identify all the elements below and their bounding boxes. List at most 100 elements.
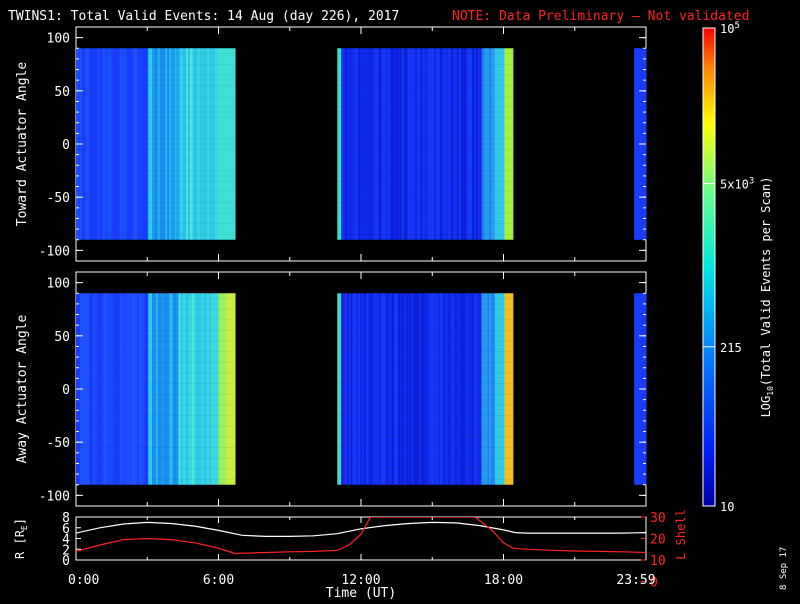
toward-heatmap-column: [479, 48, 483, 240]
toward-heatmap-column: [344, 48, 348, 240]
away-heatmap-column: [352, 293, 355, 485]
toward-heatmap-column: [218, 48, 221, 240]
toward-heatmap-column: [350, 48, 353, 240]
toward-heatmap-column: [119, 48, 122, 240]
away-heatmap-column: [498, 293, 502, 485]
orbit-xtick-label: 0:00: [68, 573, 99, 588]
toward-heatmap-column: [134, 48, 138, 240]
toward-heatmap-column: [386, 48, 389, 240]
away-heatmap-column: [138, 293, 141, 485]
toward-heatmap-column: [228, 48, 231, 240]
away-heatmap-column: [201, 293, 204, 485]
toward-heatmap-column: [634, 48, 637, 240]
toward-heatmap-column: [464, 48, 467, 240]
away-heatmap-column: [386, 293, 389, 485]
away-heatmap-column: [392, 293, 395, 485]
toward-heatmap-column: [415, 48, 418, 240]
l-shell-series-line: [76, 517, 646, 555]
toward-heatmap-column: [437, 48, 441, 240]
away-heatmap-column: [417, 293, 420, 485]
toward-heatmap-column: [384, 48, 388, 240]
away-heatmap-column: [481, 293, 484, 485]
toward-heatmap-column: [155, 48, 159, 240]
away-heatmap-column: [365, 293, 369, 485]
toward-heatmap-column: [144, 48, 147, 240]
toward-heatmap-column: [159, 48, 162, 240]
away-heatmap-column: [634, 293, 637, 485]
away-heatmap-column: [356, 293, 359, 485]
away-heatmap-column: [207, 293, 210, 485]
toward-heatmap-column: [121, 48, 124, 240]
away-heatmap-column: [119, 293, 122, 485]
toward-heatmap-column: [195, 48, 198, 240]
colorbar-label: LOG10(Total Valid Events per Scan): [759, 177, 775, 418]
colorbar-tick-base: 215: [720, 341, 742, 355]
toward-heatmap-column: [127, 48, 130, 240]
away-heatmap-column: [152, 293, 155, 485]
away-heatmap-column: [436, 293, 439, 485]
colorbar-tick-label: 215: [720, 341, 742, 355]
toward-heatmap-column: [360, 48, 363, 240]
away-ytick-label: -50: [47, 436, 70, 451]
toward-heatmap-panel: 100 50 0 -50 -100 Toward Actuator Angle: [15, 26, 647, 262]
toward-heatmap-column: [188, 48, 191, 240]
away-heatmap-column: [191, 293, 195, 485]
away-ytick-label: -100: [39, 489, 70, 504]
away-heatmap-column: [140, 293, 143, 485]
toward-heatmap-column: [85, 48, 88, 240]
toward-heatmap-column: [100, 48, 103, 240]
away-heatmap-column: [447, 293, 450, 485]
toward-heatmap-column: [222, 48, 225, 240]
away-heatmap-column: [203, 293, 206, 485]
toward-heatmap-column: [498, 48, 502, 240]
away-heatmap-column: [371, 293, 374, 485]
away-heatmap-column: [420, 293, 424, 485]
away-heatmap-column: [222, 293, 225, 485]
away-heatmap-column: [114, 293, 117, 485]
away-heatmap-column: [337, 293, 340, 485]
away-heatmap-column: [146, 293, 149, 485]
away-heatmap-column: [380, 293, 384, 485]
toward-ytick-label: -100: [39, 244, 70, 259]
toward-heatmap-column: [167, 48, 170, 240]
toward-heatmap-column: [110, 48, 113, 240]
toward-heatmap-column: [430, 48, 433, 240]
toward-heatmap-column: [233, 48, 236, 240]
toward-heatmap-column: [491, 48, 494, 240]
radius-ytick-label: 2: [62, 543, 70, 558]
away-heatmap-column: [199, 293, 202, 485]
toward-heatmap-column: [163, 48, 166, 240]
colorbar-tick-label: 105: [720, 21, 740, 36]
away-heatmap-column: [456, 293, 460, 485]
away-heatmap-column: [382, 293, 386, 485]
toward-heatmap-column: [186, 48, 189, 240]
away-heatmap-column: [144, 293, 147, 485]
away-heatmap-column: [510, 293, 513, 485]
toward-heatmap-column: [197, 48, 200, 240]
away-heatmap-column: [373, 293, 376, 485]
toward-heatmap-column: [487, 48, 490, 240]
toward-heatmap-column: [176, 48, 179, 240]
away-heatmap-column: [226, 293, 229, 485]
away-heatmap-column: [214, 293, 217, 485]
orbit-xlabel: Time (UT): [326, 586, 396, 600]
toward-heatmap-column: [388, 48, 391, 240]
away-heatmap-column: [93, 293, 96, 485]
away-heatmap-column: [428, 293, 431, 485]
away-heatmap-column: [418, 293, 422, 485]
away-heatmap-column: [512, 293, 514, 485]
toward-heatmap-column: [496, 48, 500, 240]
toward-heatmap-column: [212, 48, 216, 240]
toward-heatmap-column: [472, 48, 475, 240]
toward-heatmap-column: [117, 48, 121, 240]
away-heatmap-column: [468, 293, 471, 485]
colorbar-gradient: [702, 27, 716, 507]
toward-heatmap-column: [153, 48, 157, 240]
toward-heatmap-column: [405, 48, 408, 240]
away-heatmap-column: [209, 293, 212, 485]
toward-heatmap-column: [150, 48, 153, 240]
away-heatmap-column: [483, 293, 486, 485]
away-heatmap-column: [159, 293, 162, 485]
toward-heatmap-column: [365, 48, 369, 240]
lshell-ytick-label: 20: [650, 533, 666, 548]
